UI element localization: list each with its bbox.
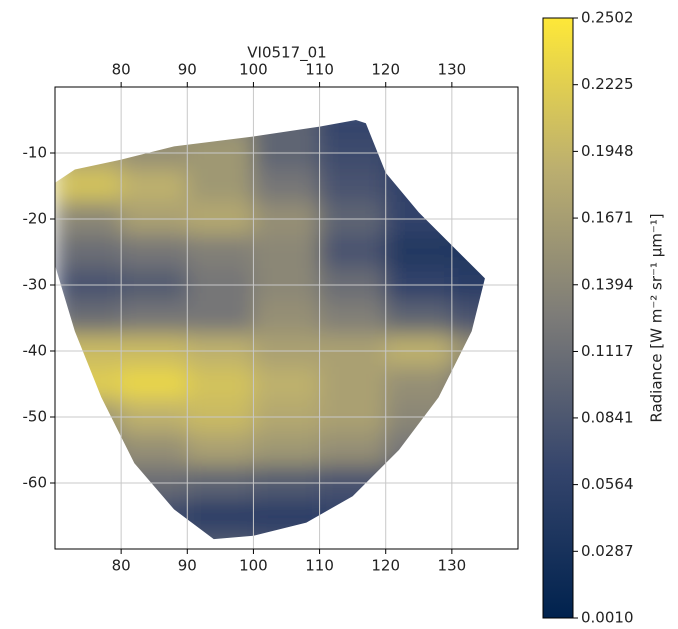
x-tick-label: 80	[112, 557, 131, 575]
cell	[385, 235, 453, 269]
cell	[451, 433, 485, 467]
cell	[451, 301, 485, 335]
cell	[252, 120, 321, 137]
plot-frame	[54, 86, 519, 550]
colorbar-tick-label: 0.1948	[581, 142, 634, 160]
x-tick-label-top: 110	[305, 61, 334, 79]
cell	[120, 433, 188, 467]
cell	[252, 499, 321, 533]
chart-title: VI0517_01	[247, 44, 326, 63]
cell	[120, 169, 188, 203]
cell	[186, 235, 254, 269]
colorbar-tick-label: 0.0010	[581, 609, 634, 626]
cell	[252, 433, 321, 467]
x-tick-label-top: 80	[112, 61, 131, 79]
cell	[186, 120, 254, 137]
cell	[252, 301, 321, 335]
x-tick-label-top: 100	[239, 61, 268, 79]
cell	[252, 367, 321, 401]
y-tick-label: -50	[23, 408, 48, 426]
cell	[186, 532, 254, 540]
y-tick-label: -10	[23, 144, 48, 162]
cell	[385, 169, 453, 203]
colorbar-tick-label: 0.0287	[581, 542, 634, 560]
colorbar-tick-label: 0.0841	[581, 408, 634, 426]
cell	[451, 169, 485, 203]
x-tick-label-top: 130	[438, 61, 467, 79]
cell	[186, 367, 254, 401]
cell	[319, 499, 387, 533]
image-clip	[55, 120, 485, 540]
colorbar-tick-label: 0.1117	[581, 342, 634, 360]
colorbar-tick-label: 0.0564	[581, 475, 634, 493]
colorbar	[543, 18, 573, 618]
cell	[319, 301, 387, 335]
cell	[385, 301, 453, 335]
x-tick-label: 90	[178, 557, 197, 575]
x-tick-label: 120	[371, 557, 400, 575]
overlay: 80 80 90 90 100 100 110 110 120 120 130 130 -10 -20 -3…	[23, 61, 519, 575]
cell	[186, 301, 254, 335]
cell	[55, 120, 122, 137]
image	[55, 120, 485, 540]
cell	[451, 120, 485, 137]
colorbar-frame	[542, 17, 574, 619]
x-tick-label: 100	[239, 557, 268, 575]
x-tick-label-top: 120	[371, 61, 400, 79]
y-tick-label: -40	[23, 342, 48, 360]
x-tick-label: 130	[438, 557, 467, 575]
cell	[451, 235, 485, 269]
cell	[120, 120, 188, 137]
x-tick-label: 110	[305, 557, 334, 575]
cell	[319, 433, 387, 467]
cell	[55, 367, 122, 401]
colorbar-tick-label: 0.1394	[581, 275, 634, 293]
x-tick-label-top: 90	[178, 61, 197, 79]
cell	[451, 499, 485, 533]
cell	[186, 169, 254, 203]
colorbar-tick-label: 0.2225	[581, 75, 634, 93]
cell	[385, 367, 453, 401]
y-tick-label: -30	[23, 276, 48, 294]
cell	[120, 301, 188, 335]
cell	[385, 120, 453, 137]
cell	[451, 367, 485, 401]
colorbar-tick-label: 0.2502	[581, 9, 634, 27]
cell	[186, 433, 254, 467]
cell	[252, 235, 321, 269]
cell	[385, 433, 453, 467]
y-tick-label: -60	[23, 474, 48, 492]
cell	[252, 169, 321, 203]
y-tick-label: -20	[23, 210, 48, 228]
cell	[186, 499, 254, 533]
cell	[120, 367, 188, 401]
colorbar-tick-label: 0.1671	[581, 209, 634, 227]
cell	[385, 499, 453, 533]
cell	[120, 499, 188, 533]
cell	[319, 235, 387, 269]
colorbar-label: Radiance [W m⁻² sr⁻¹ μm⁻¹]	[648, 213, 666, 422]
cell	[120, 235, 188, 269]
cell	[55, 433, 122, 467]
cell	[319, 367, 387, 401]
cell	[55, 235, 122, 269]
cell	[319, 120, 387, 137]
cell	[55, 169, 122, 203]
cell	[319, 169, 387, 203]
cell	[55, 499, 122, 533]
cell	[55, 301, 122, 335]
